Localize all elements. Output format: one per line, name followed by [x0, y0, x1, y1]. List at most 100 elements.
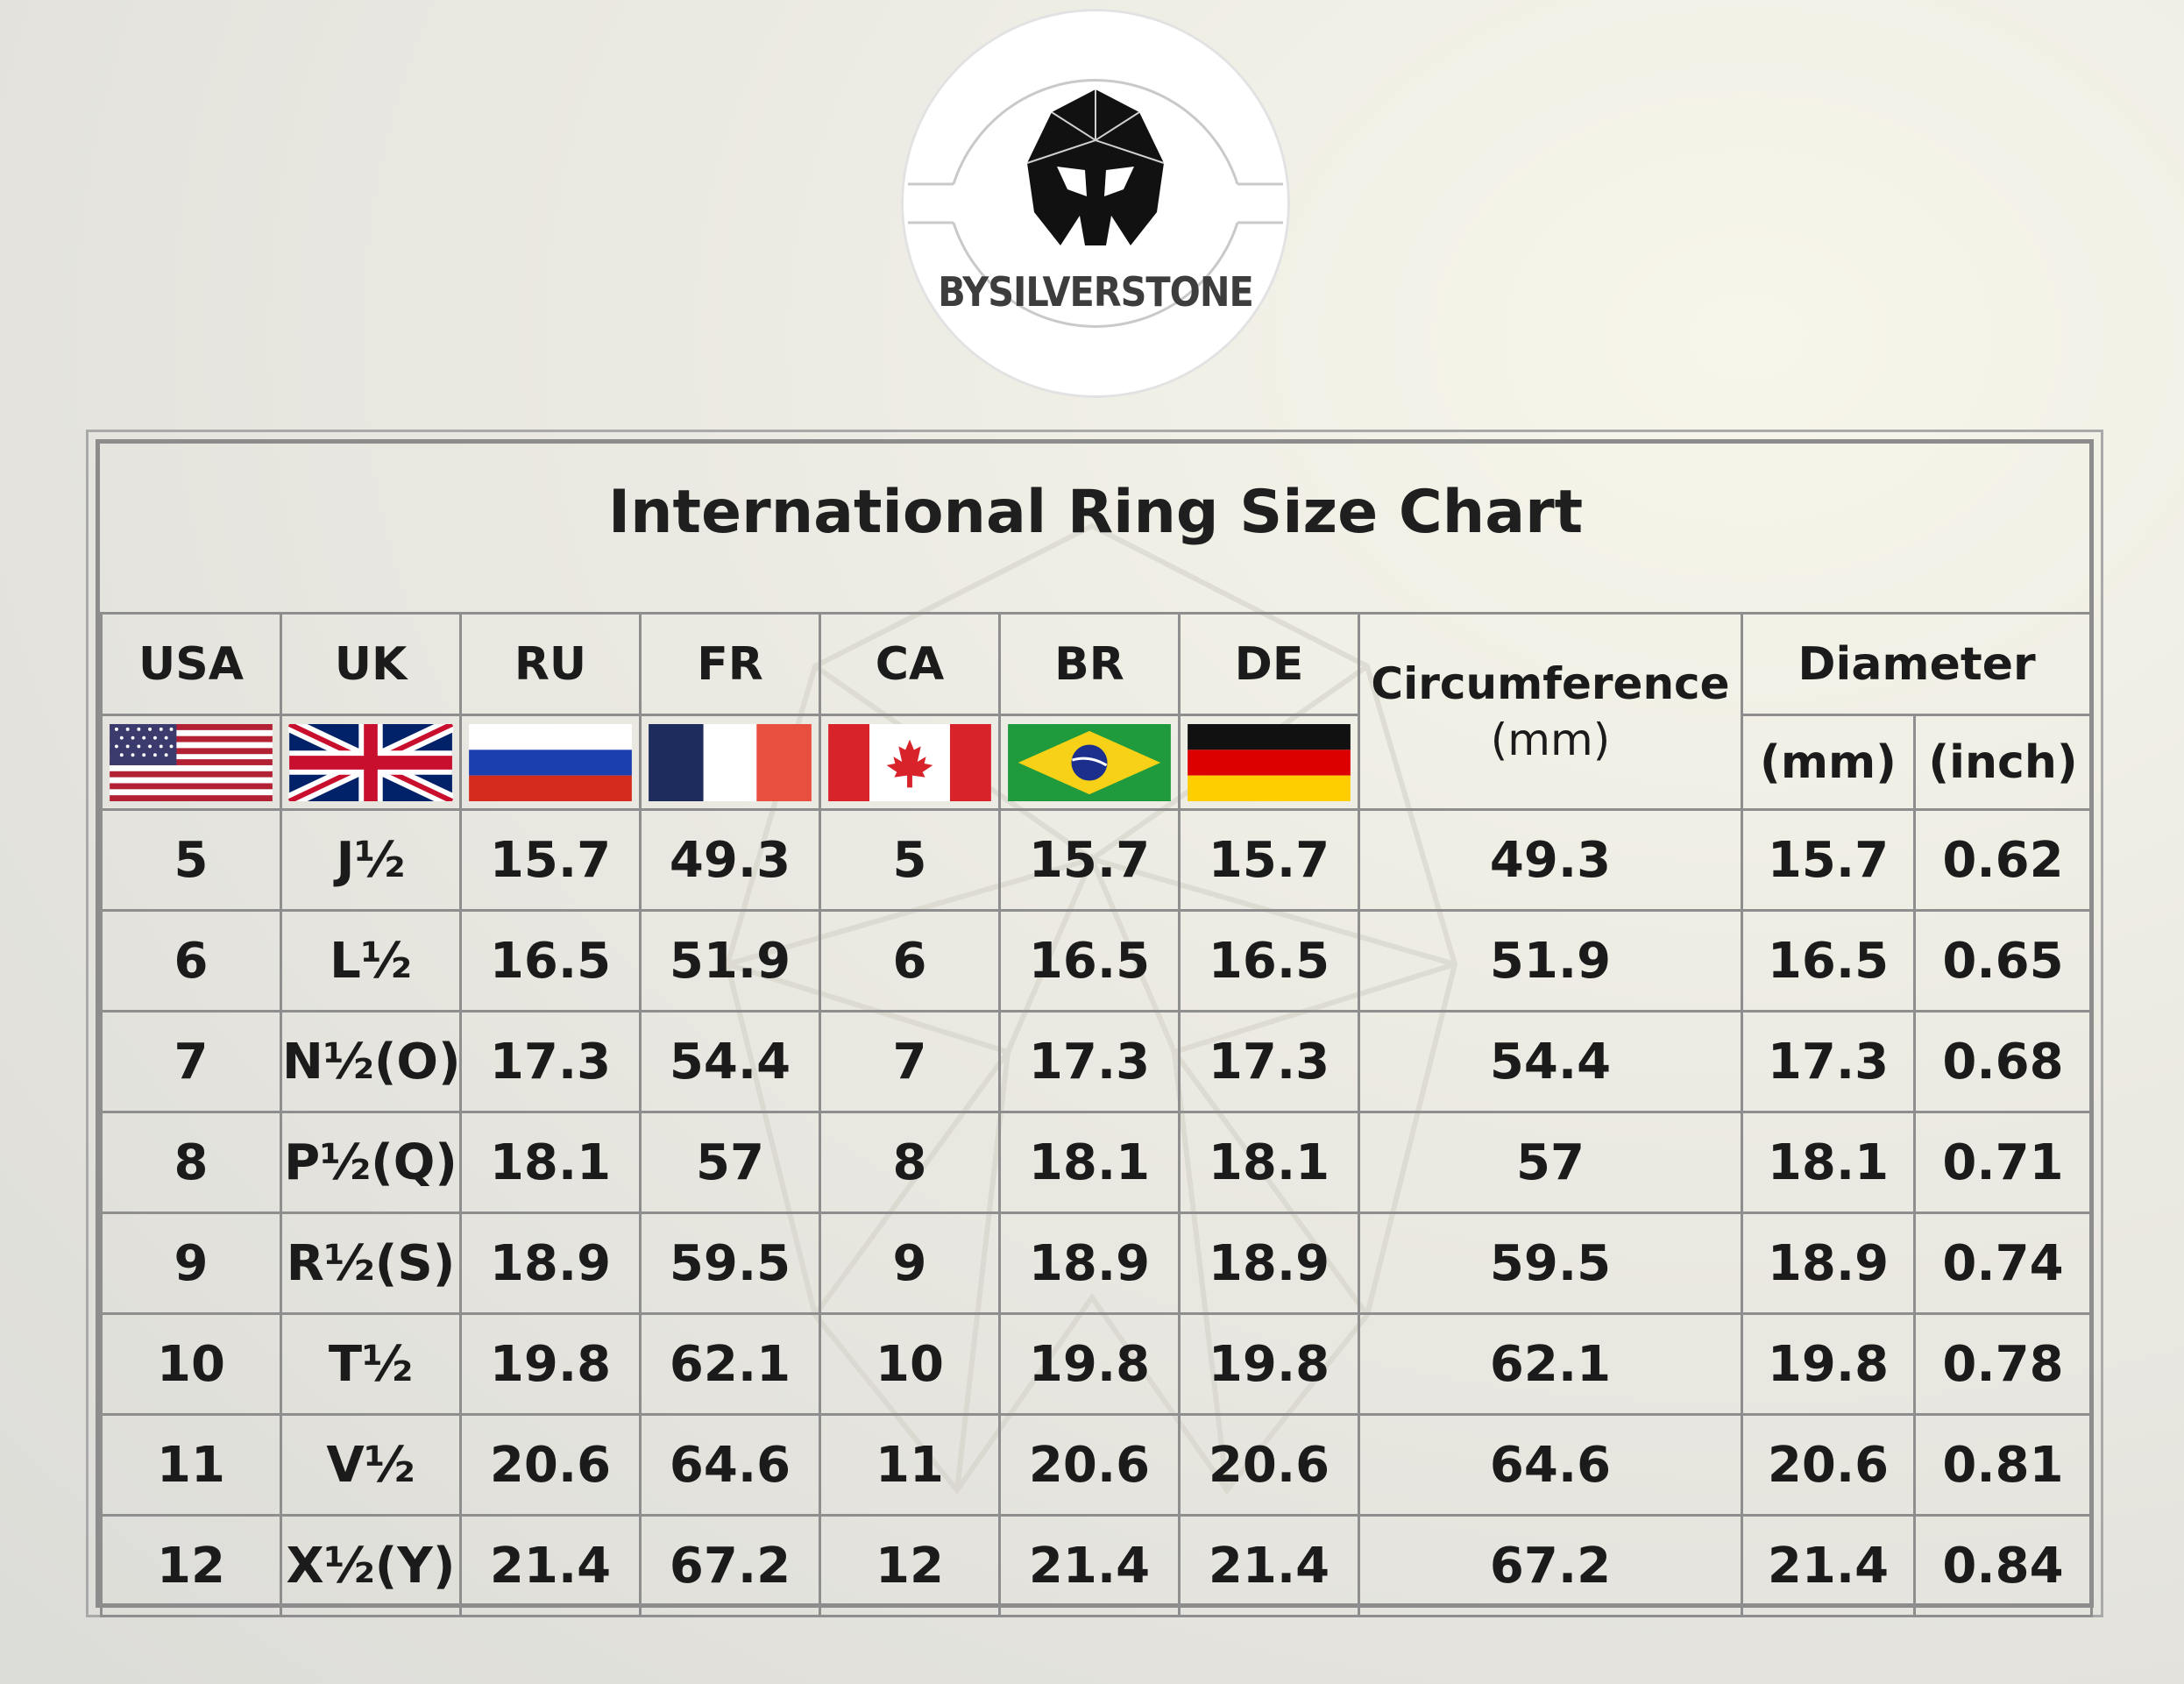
- cell-diameter-mm: 18.9: [1741, 1211, 1916, 1315]
- flag-cell-de: [1178, 714, 1360, 811]
- russia-flag-icon: [469, 723, 632, 801]
- cell-fr: 67.2: [639, 1514, 821, 1617]
- header-diameter: Diameter: [1741, 612, 2093, 716]
- cell-br: 20.6: [998, 1413, 1181, 1517]
- cell-circumference: 54.4: [1358, 1010, 1743, 1113]
- table-row: 10 T½ 19.8 62.1 10 19.8 19.8 62.1 19.8 0…: [100, 1312, 2093, 1416]
- header-ca: CA: [819, 612, 1001, 716]
- cell-diameter-inch: 0.62: [1913, 808, 2093, 912]
- cell-uk: P½(Q): [280, 1111, 462, 1214]
- cell-diameter-inch: 0.84: [1913, 1514, 2093, 1617]
- table-row: 8 P½(Q) 18.1 57 8 18.1 18.1 57 18.1 0.71: [100, 1111, 2093, 1214]
- header-diameter-mm: (mm): [1741, 714, 1916, 811]
- cell-diameter-mm: 16.5: [1741, 909, 1916, 1013]
- cell-circumference: 62.1: [1358, 1312, 1743, 1416]
- cell-br: 18.1: [998, 1111, 1181, 1214]
- cell-de: 17.3: [1178, 1010, 1360, 1113]
- header-circumference: Circumference (mm): [1358, 612, 1743, 811]
- chart-title: International Ring Size Chart: [607, 478, 1584, 547]
- table-row: 6 L½ 16.5 51.9 6 16.5 16.5 51.9 16.5 0.6…: [100, 909, 2093, 1013]
- cell-diameter-mm: 21.4: [1741, 1514, 1916, 1617]
- cell-usa: 12: [100, 1514, 282, 1617]
- cell-uk: T½: [280, 1312, 462, 1416]
- cell-ca: 12: [819, 1514, 1001, 1617]
- table-row: 7 N½(O) 17.3 54.4 7 17.3 17.3 54.4 17.3 …: [100, 1010, 2093, 1113]
- cell-br: 16.5: [998, 909, 1181, 1013]
- cell-br: 15.7: [998, 808, 1181, 912]
- cell-ru: 21.4: [459, 1514, 642, 1617]
- cell-diameter-inch: 0.74: [1913, 1211, 2093, 1315]
- ring-size-table: USA UK RU FR CA BR DE Circumference (mm)…: [100, 612, 2093, 1617]
- cell-de: 21.4: [1178, 1514, 1360, 1617]
- germany-flag-icon: [1188, 723, 1351, 801]
- cell-uk: R½(S): [280, 1211, 462, 1315]
- cell-uk: N½(O): [280, 1010, 462, 1113]
- cell-fr: 62.1: [639, 1312, 821, 1416]
- canada-flag-icon: [828, 723, 991, 801]
- brand-logo: BYSILVERSTONE: [901, 9, 1290, 398]
- cell-ru: 19.8: [459, 1312, 642, 1416]
- flag-cell-br: [998, 714, 1181, 811]
- cell-uk: L½: [280, 909, 462, 1013]
- cell-ru: 18.1: [459, 1111, 642, 1214]
- cell-br: 21.4: [998, 1514, 1181, 1617]
- cell-usa: 8: [100, 1111, 282, 1214]
- cell-diameter-inch: 0.78: [1913, 1312, 2093, 1416]
- table-row: 11 V½ 20.6 64.6 11 20.6 20.6 64.6 20.6 0…: [100, 1413, 2093, 1517]
- cell-diameter-inch: 0.81: [1913, 1413, 2093, 1517]
- cell-de: 16.5: [1178, 909, 1360, 1013]
- cell-ca: 6: [819, 909, 1001, 1013]
- france-flag-icon: [649, 723, 812, 801]
- header-de: DE: [1178, 612, 1360, 716]
- cell-circumference: 49.3: [1358, 808, 1743, 912]
- cell-circumference: 59.5: [1358, 1211, 1743, 1315]
- cell-circumference: 57: [1358, 1111, 1743, 1214]
- cell-de: 19.8: [1178, 1312, 1360, 1416]
- header-diameter-inch: (inch): [1913, 714, 2093, 811]
- cell-uk: V½: [280, 1413, 462, 1517]
- cell-usa: 11: [100, 1413, 282, 1517]
- cell-diameter-mm: 15.7: [1741, 808, 1916, 912]
- flag-cell-ru: [459, 714, 642, 811]
- flag-row: (mm) (inch): [100, 714, 2093, 811]
- cell-de: 18.9: [1178, 1211, 1360, 1315]
- circumference-label: Circumference: [1371, 657, 1730, 709]
- cell-fr: 59.5: [639, 1211, 821, 1315]
- cell-diameter-inch: 0.68: [1913, 1010, 2093, 1113]
- cell-ru: 20.6: [459, 1413, 642, 1517]
- cell-diameter-mm: 17.3: [1741, 1010, 1916, 1113]
- cell-ca: 8: [819, 1111, 1001, 1214]
- cell-diameter-inch: 0.65: [1913, 909, 2093, 1013]
- table-row: 12 X½(Y) 21.4 67.2 12 21.4 21.4 67.2 21.…: [100, 1514, 2093, 1617]
- cell-diameter-mm: 18.1: [1741, 1111, 1916, 1214]
- cell-circumference: 51.9: [1358, 909, 1743, 1013]
- flag-cell-ca: [819, 714, 1001, 811]
- cell-ru: 15.7: [459, 808, 642, 912]
- cell-usa: 10: [100, 1312, 282, 1416]
- header-br: BR: [998, 612, 1181, 716]
- cell-diameter-mm: 19.8: [1741, 1312, 1916, 1416]
- cell-circumference: 67.2: [1358, 1514, 1743, 1617]
- cell-br: 17.3: [998, 1010, 1181, 1113]
- header-row: USA UK RU FR CA BR DE Circumference (mm)…: [100, 612, 2093, 811]
- spartan-helmet-icon: [1026, 89, 1165, 245]
- cell-circumference: 64.6: [1358, 1413, 1743, 1517]
- header-uk: UK: [280, 612, 462, 716]
- cell-fr: 57: [639, 1111, 821, 1214]
- cell-uk: X½(Y): [280, 1514, 462, 1617]
- cell-br: 19.8: [998, 1312, 1181, 1416]
- cell-usa: 7: [100, 1010, 282, 1113]
- table-row: 9 R½(S) 18.9 59.5 9 18.9 18.9 59.5 18.9 …: [100, 1211, 2093, 1315]
- cell-fr: 54.4: [639, 1010, 821, 1113]
- cell-ru: 17.3: [459, 1010, 642, 1113]
- brazil-flag-icon: [1008, 723, 1171, 801]
- cell-ca: 5: [819, 808, 1001, 912]
- cell-de: 15.7: [1178, 808, 1360, 912]
- cell-de: 18.1: [1178, 1111, 1360, 1214]
- cell-ca: 7: [819, 1010, 1001, 1113]
- header-usa: USA: [100, 612, 282, 716]
- cell-ca: 10: [819, 1312, 1001, 1416]
- cell-fr: 51.9: [639, 909, 821, 1013]
- cell-ru: 16.5: [459, 909, 642, 1013]
- cell-usa: 9: [100, 1211, 282, 1315]
